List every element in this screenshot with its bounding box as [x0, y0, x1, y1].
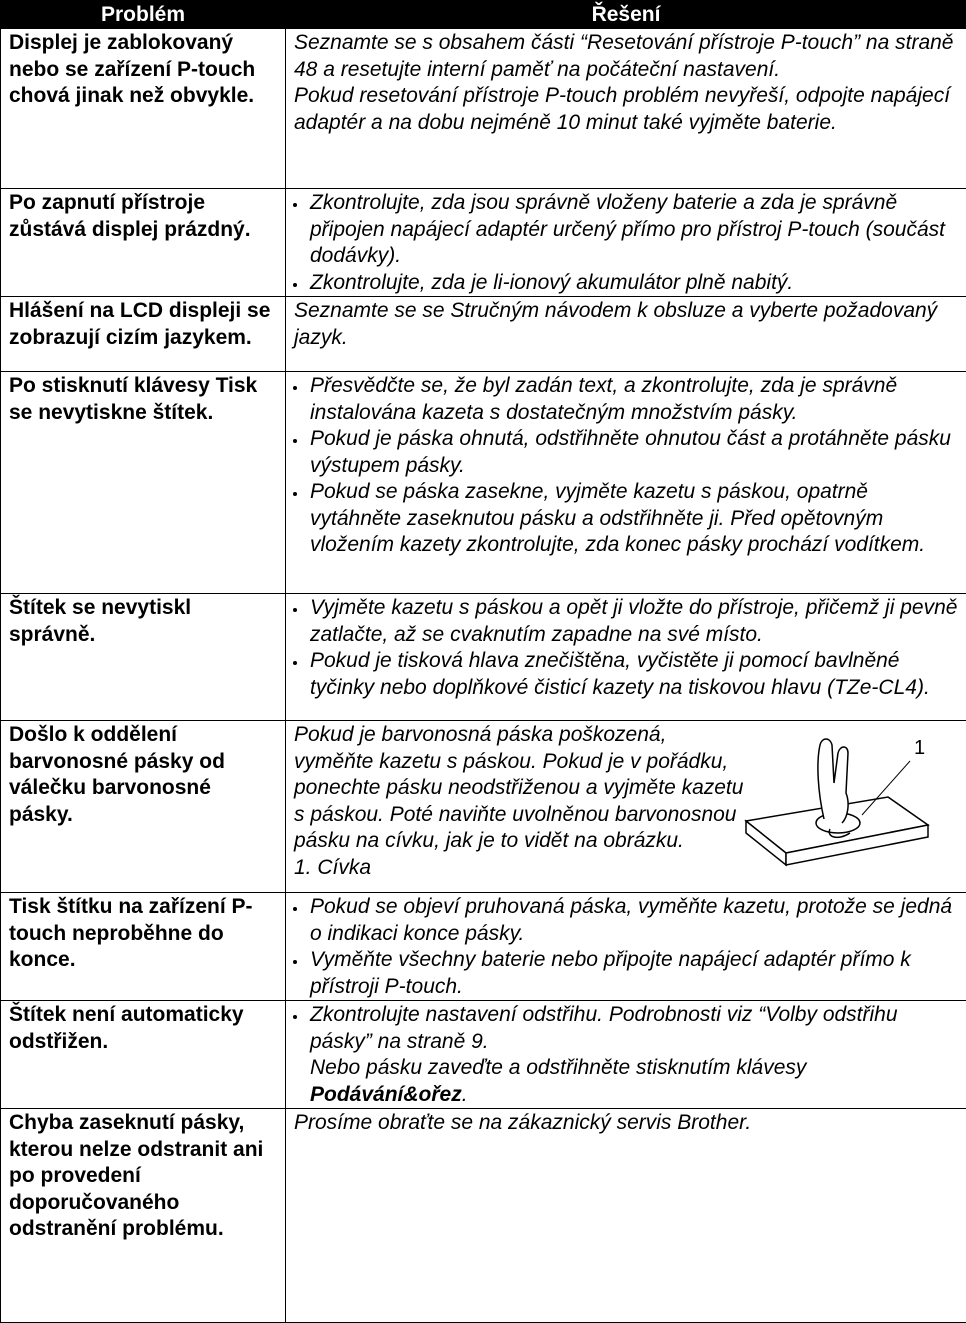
solution-paragraph: Seznamte se se Stručným návodem k obsluz… — [294, 298, 960, 351]
problem-cell: Došlo k oddělení barvonosné pásky od vál… — [1, 721, 286, 893]
problem-cell: Displej je zablokovaný nebo se zařízení … — [1, 29, 286, 189]
table-row: Hlášení na LCD displeji se zobrazují ciz… — [1, 297, 966, 372]
solution-list: Přesvědčte se, že byl zadán text, a zkon… — [294, 373, 960, 559]
table-row: Displej je zablokovaný nebo se zařízení … — [1, 29, 966, 189]
solution-list: Vyjměte kazetu s páskou a opět ji vložte… — [294, 595, 960, 701]
solution-continuation: Nebo pásku zaveďte a odstřihněte stisknu… — [294, 1055, 960, 1108]
figure: 1 — [738, 733, 948, 881]
solution-bullet: Pokud je páska ohnutá, odstřihněte ohnut… — [308, 426, 960, 479]
problem-cell: Po stisknutí klávesy Tisk se nevytiskne … — [1, 372, 286, 594]
solution-bullet: Přesvědčte se, že byl zadán text, a zkon… — [308, 373, 960, 426]
table-row: Chyba zaseknutí pásky, kterou nelze odst… — [1, 1109, 966, 1323]
solution-list: Zkontrolujte, zda jsou správně vloženy b… — [294, 190, 960, 296]
solution-cell: Zkontrolujte nastavení odstřihu. Podrobn… — [286, 1001, 966, 1109]
solution-bullet: Pokud se páska zasekne, vyjměte kazetu s… — [308, 479, 960, 559]
problem-cell: Chyba zaseknutí pásky, kterou nelze odst… — [1, 1109, 286, 1323]
solution-cell: Seznamte se s obsahem části “Resetování … — [286, 29, 966, 189]
solution-cell: Přesvědčte se, že byl zadán text, a zkon… — [286, 372, 966, 594]
solution-bullet: Zkontrolujte nastavení odstřihu. Podrobn… — [308, 1002, 960, 1055]
solution-bullet: Pokud je tisková hlava znečištěna, vyčis… — [308, 648, 960, 701]
solution-cell: Seznamte se se Stručným návodem k obsluz… — [286, 297, 966, 372]
header-problem: Problém — [1, 1, 286, 29]
problem-cell: Hlášení na LCD displeji se zobrazují ciz… — [1, 297, 286, 372]
page: { "header": {"problem": "Problém", "solu… — [0, 0, 966, 1288]
solution-paragraph: Prosíme obraťte se na zákaznický servis … — [294, 1110, 960, 1137]
continuation-end: . — [462, 1083, 468, 1106]
solution-cell: Pokud se objeví pruhovaná páska, vyměňte… — [286, 893, 966, 1001]
solution-bullet: Pokud se objeví pruhovaná páska, vyměňte… — [308, 894, 960, 947]
solution-text: Pokud je barvonosná páska poškozená, vym… — [294, 722, 749, 881]
solution-cell: Vyjměte kazetu s páskou a opět ji vložte… — [286, 594, 966, 721]
table-row: Štítek se nevytiskl správně. Vyjměte kaze… — [1, 594, 966, 721]
key-name: Podávání&ořez — [310, 1083, 462, 1106]
problem-cell: Po zapnutí přístroje zůstává displej prá… — [1, 189, 286, 297]
problem-cell: Tisk štítku na zařízení P-touch neproběh… — [1, 893, 286, 1001]
figure-label: 1 — [914, 735, 925, 762]
header-solution: Řešení — [286, 1, 966, 29]
table-body: Displej je zablokovaný nebo se zařízení … — [1, 29, 966, 1323]
solution-list: Zkontrolujte nastavení odstřihu. Podrobn… — [294, 1002, 960, 1055]
table-row: Tisk štítku na zařízení P-touch neproběh… — [1, 893, 966, 1001]
solution-cell: Pokud je barvonosná páska poškozená, vym… — [286, 721, 966, 893]
solution-cell: Zkontrolujte, zda jsou správně vloženy b… — [286, 189, 966, 297]
solution-list: Pokud se objeví pruhovaná páska, vyměňte… — [294, 894, 960, 1000]
header-row: Problém Řešení — [1, 1, 966, 29]
continuation-text: Nebo pásku zaveďte a odstřihněte stisknu… — [310, 1056, 806, 1079]
solution-paragraph: Pokud je barvonosná páska poškozená, vym… — [294, 722, 749, 855]
solution-paragraph: Pokud resetování přístroje P-touch probl… — [294, 83, 960, 136]
problem-cell: Štítek se nevytiskl správně. — [1, 594, 286, 721]
solution-paragraph: 1. Cívka — [294, 855, 749, 882]
table-row: Po zapnutí přístroje zůstává displej prá… — [1, 189, 966, 297]
solution-bullet: Zkontrolujte, zda jsou správně vloženy b… — [308, 190, 960, 270]
problem-cell: Štítek není automaticky odstřižen. — [1, 1001, 286, 1109]
table-row: Štítek není automaticky odstřižen. Zkontr… — [1, 1001, 966, 1109]
solution-bullet: Zkontrolujte, zda je li-ionový akumuláto… — [308, 270, 960, 297]
solution-paragraph: Seznamte se s obsahem části “Resetování … — [294, 30, 960, 83]
solution-cell: Prosíme obraťte se na zákaznický servis … — [286, 1109, 966, 1323]
table-row: Došlo k oddělení barvonosné pásky od vál… — [1, 721, 966, 893]
solution-bullet: Vyměňte všechny baterie nebo připojte na… — [308, 947, 960, 1000]
table-row: Po stisknutí klávesy Tisk se nevytiskne … — [1, 372, 966, 594]
solution-bullet: Vyjměte kazetu s páskou a opět ji vložte… — [308, 595, 960, 648]
